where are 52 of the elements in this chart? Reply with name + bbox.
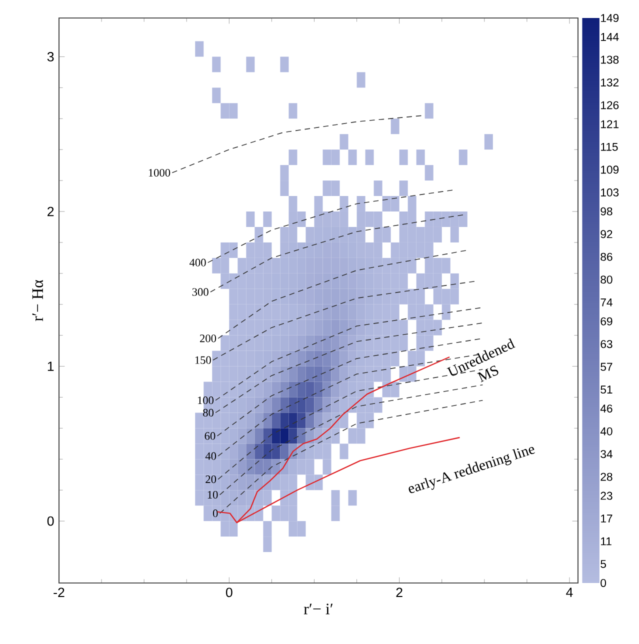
- color-bar-label: 63: [600, 340, 612, 348]
- series-label: 1000: [148, 168, 170, 177]
- series-label: 80: [203, 408, 214, 417]
- line-series: [172, 115, 424, 174]
- color-bar-label: 86: [600, 252, 612, 261]
- color-bar-label: 5: [600, 560, 606, 568]
- color-bar-label: 17: [601, 514, 612, 522]
- y-tick-label: 0: [47, 516, 54, 526]
- series-label: 40: [205, 452, 216, 460]
- color-bar-label: 57: [600, 362, 612, 371]
- series-label: 0: [212, 510, 218, 518]
- y-tick-label: 3: [47, 52, 54, 62]
- x-axis-title: r′− i′: [304, 604, 333, 614]
- color-bar-label: 23: [600, 492, 612, 500]
- series-label: 20: [206, 475, 216, 484]
- color-bar-label: 132: [601, 78, 619, 86]
- color-bar-label: 98: [600, 207, 612, 216]
- line-series: [207, 189, 456, 263]
- color-bar-label: 103: [601, 188, 619, 196]
- series-label: 60: [204, 432, 216, 440]
- color-bar-label: 121: [601, 120, 619, 128]
- series-label: 150: [195, 356, 211, 364]
- color-bar-label: 126: [601, 101, 619, 110]
- series-label: 300: [192, 288, 208, 296]
- color-bar-label: 115: [601, 142, 618, 151]
- series-label: 10: [208, 490, 218, 499]
- y-tick-label: 2: [48, 206, 54, 216]
- color-bar-label: 144: [601, 33, 619, 41]
- y-tick-label: 1: [48, 362, 54, 371]
- color-bar-label: 51: [600, 386, 612, 394]
- series-label: 400: [190, 258, 206, 266]
- y-axis-title: r′− Hα: [32, 280, 44, 322]
- color-bar-label: 92: [600, 230, 612, 238]
- color-bar-label: 109: [601, 166, 619, 174]
- color-bar-label: 0: [600, 578, 606, 587]
- color-bar-label: 69: [600, 317, 612, 326]
- x-tick-label: -2: [54, 588, 64, 598]
- color-bar-label: 28: [600, 472, 612, 481]
- series-label: 200: [200, 334, 216, 342]
- x-tick-label: 4: [566, 588, 573, 597]
- color-bar-label: 149: [601, 14, 619, 22]
- color-bar-label: 138: [601, 56, 619, 64]
- color-bar-label: 34: [600, 450, 612, 458]
- series-label: 100: [198, 396, 214, 404]
- color-bar-label: 11: [601, 537, 612, 546]
- color-bar-label: 46: [600, 404, 612, 413]
- color-bar-label: 74: [600, 298, 612, 306]
- color-bar-label: 40: [600, 427, 612, 436]
- x-tick-label: 0: [226, 588, 232, 598]
- x-tick-label: 2: [396, 588, 402, 598]
- line-series: [218, 250, 468, 339]
- color-bar-label: 80: [600, 276, 612, 284]
